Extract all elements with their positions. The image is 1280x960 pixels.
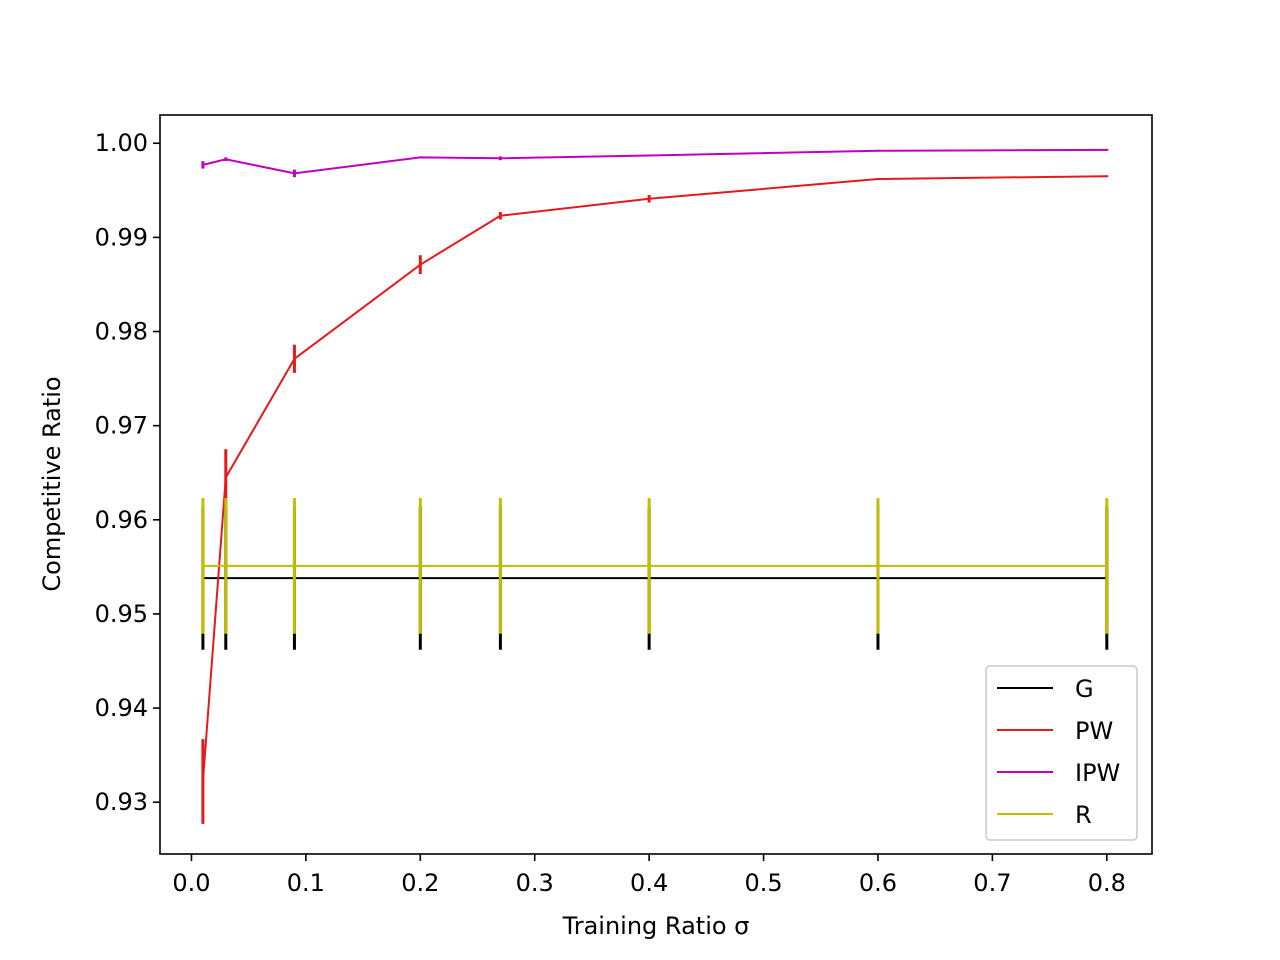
x-axis-label: Training Ratio σ bbox=[562, 912, 750, 940]
x-tick-label: 0.3 bbox=[516, 869, 554, 897]
series-pw-line bbox=[201, 175, 1107, 782]
y-tick-label: 0.96 bbox=[95, 506, 148, 534]
legend-label-pw: PW bbox=[1075, 717, 1113, 745]
series-ipw-line bbox=[202, 148, 1107, 175]
x-tick-label: 0.6 bbox=[859, 869, 897, 897]
y-axis-label: Competitive Ratio bbox=[38, 376, 66, 591]
legend-label-r: R bbox=[1075, 801, 1092, 829]
x-tick-label: 0.0 bbox=[172, 869, 210, 897]
x-tick-label: 0.1 bbox=[287, 869, 325, 897]
series-ipw bbox=[201, 148, 1109, 178]
x-axis: 0.0 0.1 0.2 0.3 0.4 0.5 0.6 0.7 0.8 bbox=[172, 854, 1126, 897]
y-tick-label: 0.94 bbox=[95, 694, 148, 722]
legend-label-ipw: IPW bbox=[1075, 759, 1120, 787]
x-tick-label: 0.5 bbox=[744, 869, 782, 897]
x-tick-label: 0.8 bbox=[1088, 869, 1126, 897]
x-tick-label: 0.2 bbox=[401, 869, 439, 897]
y-tick-label: 1.00 bbox=[95, 129, 148, 157]
legend-box bbox=[985, 665, 1138, 841]
x-tick-label: 0.7 bbox=[973, 869, 1011, 897]
y-tick-label: 0.95 bbox=[95, 600, 148, 628]
series-pw bbox=[201, 175, 1109, 824]
plot-frame bbox=[159, 114, 1153, 855]
y-tick-label: 0.98 bbox=[95, 318, 148, 346]
legend: G PW IPW R bbox=[985, 665, 1138, 841]
y-tick-label: 0.97 bbox=[95, 412, 148, 440]
y-tick-label: 0.99 bbox=[95, 223, 148, 251]
x-tick-label: 0.4 bbox=[630, 869, 668, 897]
legend-label-g: G bbox=[1075, 675, 1094, 703]
y-tick-label: 0.93 bbox=[95, 788, 148, 816]
series-r bbox=[201, 498, 1109, 634]
y-axis: 0.93 0.94 0.95 0.96 0.97 0.98 0.99 1.00 bbox=[95, 129, 160, 816]
series-layer bbox=[201, 148, 1109, 824]
